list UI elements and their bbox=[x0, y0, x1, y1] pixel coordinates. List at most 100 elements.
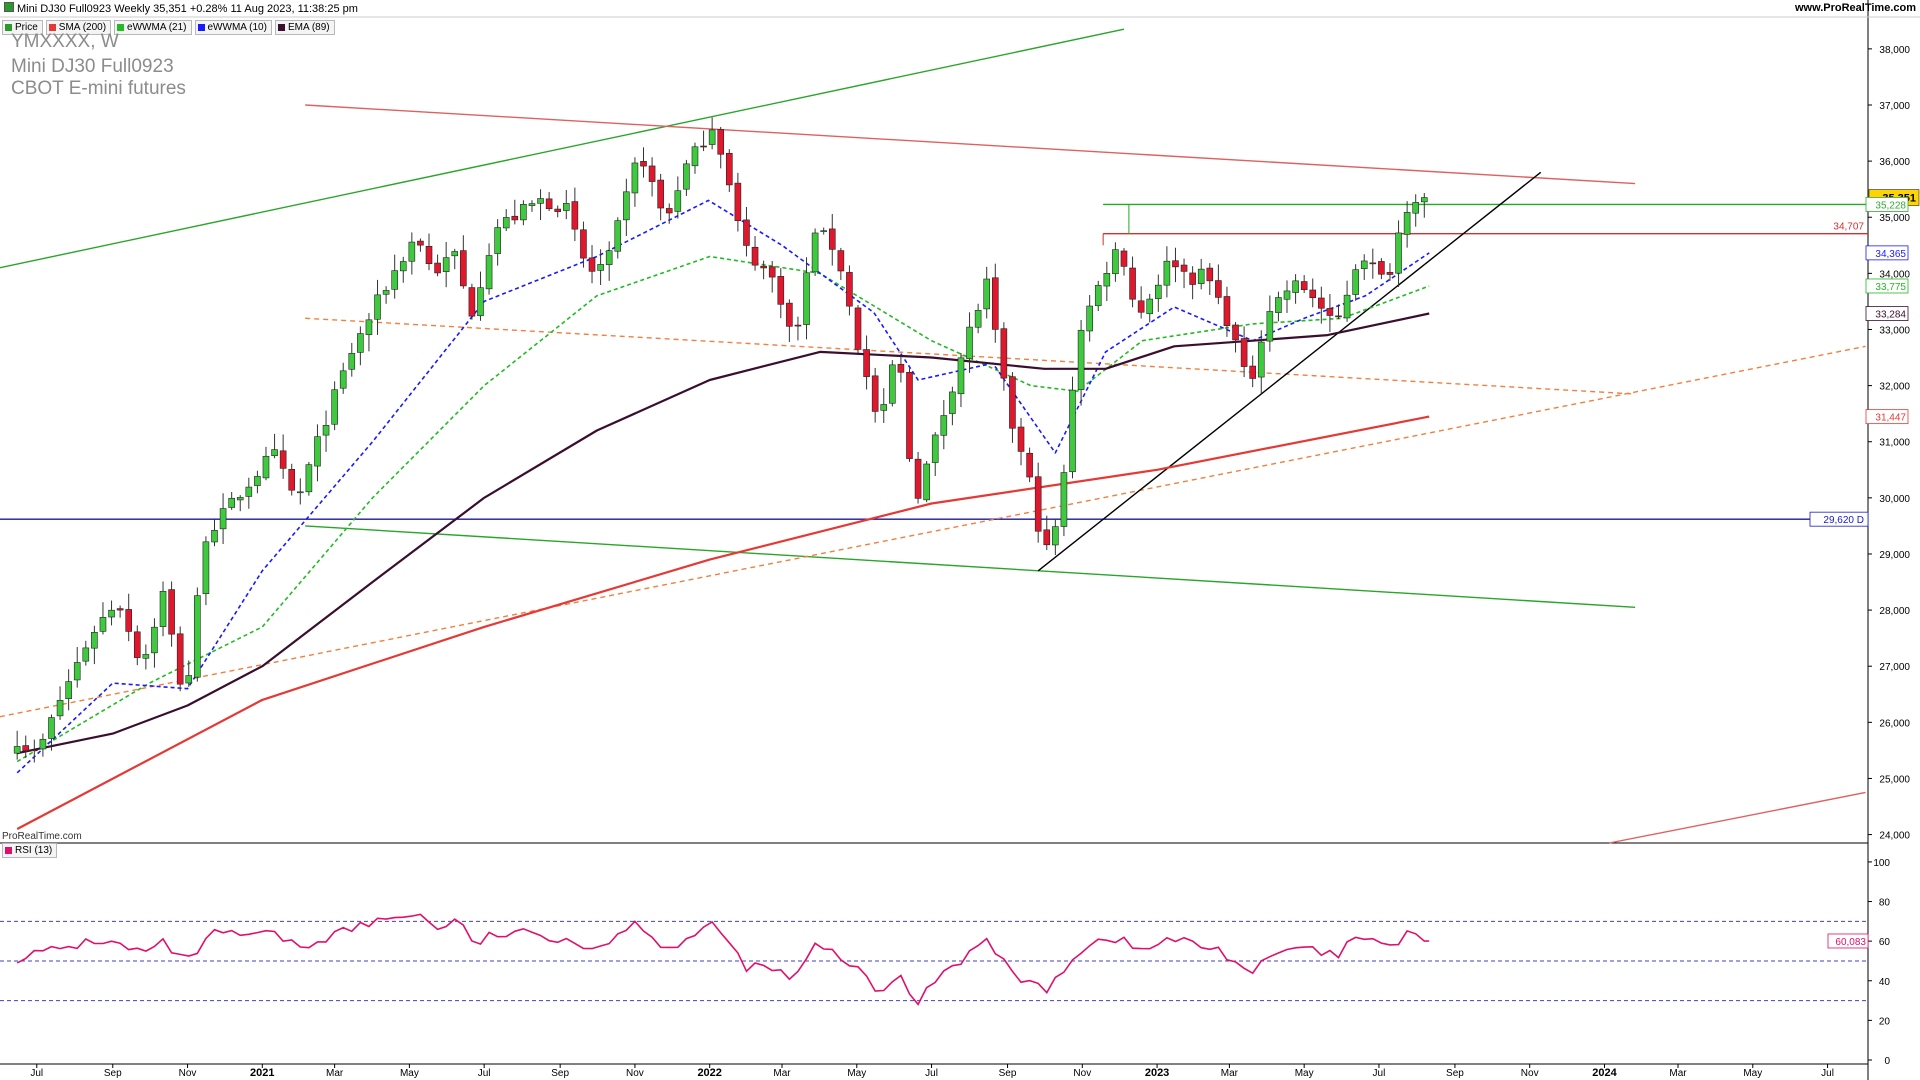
candle-body bbox=[897, 363, 905, 373]
candle-body bbox=[82, 647, 90, 662]
candle-body bbox=[1266, 311, 1274, 342]
candle-body bbox=[1103, 273, 1111, 287]
candle-body bbox=[159, 590, 167, 627]
candle-body bbox=[605, 250, 613, 265]
candle-body bbox=[271, 449, 278, 457]
x-tick-label: Mar bbox=[1669, 1068, 1687, 1079]
candle-body bbox=[828, 228, 836, 250]
candle-body bbox=[48, 717, 55, 739]
x-tick-label: Jul bbox=[1821, 1068, 1834, 1079]
candle-body bbox=[1257, 341, 1265, 378]
upper-green-channel bbox=[0, 28, 1125, 269]
red-lower-rising bbox=[1609, 791, 1866, 844]
ma-ewwma-21- bbox=[16, 255, 1430, 763]
x-tick-label: Nov bbox=[1073, 1068, 1091, 1079]
candle-body bbox=[786, 302, 793, 327]
candle-body bbox=[1352, 269, 1359, 295]
candle-body bbox=[777, 276, 785, 305]
candle-body bbox=[460, 250, 467, 287]
candle-body bbox=[202, 541, 210, 594]
rsi-legend-item[interactable]: RSI (13) bbox=[2, 843, 58, 858]
red-resistance bbox=[305, 104, 1636, 185]
candle-body bbox=[442, 257, 450, 272]
candle-body bbox=[562, 203, 570, 211]
candle-body bbox=[931, 434, 939, 463]
candle-body bbox=[648, 165, 656, 182]
candle-body bbox=[991, 277, 999, 330]
legend-item-price[interactable]: Price bbox=[2, 20, 43, 35]
candle-body bbox=[674, 190, 682, 212]
rsi-tick-label: 40 bbox=[1879, 977, 1891, 988]
candle-body bbox=[588, 257, 596, 272]
x-tick-label: 2022 bbox=[697, 1067, 721, 1079]
x-tick-label: Sep bbox=[551, 1068, 569, 1079]
candle-body bbox=[871, 375, 879, 412]
candle-body bbox=[949, 391, 956, 414]
y-axis-ticks: 24,000 25,000 26,000 27,000 28,000 29,000 30,0… bbox=[1868, 45, 1910, 842]
rsi-tick-label: 20 bbox=[1879, 1016, 1891, 1027]
candle-body bbox=[176, 633, 184, 685]
candle-body bbox=[1017, 426, 1025, 452]
price-tag-box bbox=[1865, 278, 1909, 294]
rsi-swatch-icon bbox=[5, 847, 12, 854]
candle-body bbox=[451, 251, 459, 257]
candle-body bbox=[133, 631, 141, 658]
candle-body bbox=[863, 349, 870, 377]
candle-body bbox=[91, 631, 98, 649]
y-tick-label: 38,000 bbox=[1879, 45, 1910, 56]
x-tick-label: May bbox=[847, 1068, 866, 1079]
candle-body bbox=[906, 371, 913, 459]
candle-body bbox=[1112, 249, 1119, 275]
ewwma10-swatch-icon bbox=[197, 24, 205, 31]
candle-body bbox=[1232, 324, 1239, 341]
candle-body bbox=[657, 179, 664, 209]
rsi-line bbox=[16, 913, 1430, 1006]
candle-body bbox=[348, 353, 356, 370]
x-tick-label: Mar bbox=[326, 1068, 344, 1079]
price-tag-box bbox=[1865, 306, 1909, 321]
candle-body bbox=[1163, 260, 1171, 286]
y-tick-label: 34,000 bbox=[1879, 269, 1910, 280]
candle-body bbox=[1309, 289, 1317, 299]
candle-body bbox=[31, 749, 38, 752]
candle-body bbox=[297, 491, 304, 494]
candle-body bbox=[477, 287, 484, 317]
candle-body bbox=[99, 616, 107, 632]
candle-body bbox=[1077, 329, 1085, 390]
candle-body bbox=[357, 333, 364, 353]
candle-body bbox=[966, 326, 973, 360]
price-tag-box bbox=[1865, 409, 1909, 425]
y-tick-label: 30,000 bbox=[1879, 494, 1910, 505]
candle-body bbox=[219, 508, 227, 530]
candle-body bbox=[554, 208, 562, 212]
candle-body bbox=[820, 230, 827, 232]
legend-item-ewwma10[interactable]: eWWMA (10) bbox=[194, 20, 272, 35]
candle-body bbox=[185, 675, 193, 684]
chart-title: Mini DJ30 Full0923 Weekly 35,351 +0.28% … bbox=[17, 3, 358, 15]
candle-body bbox=[408, 241, 416, 262]
candle-body bbox=[1412, 202, 1420, 214]
legend-item-ema89[interactable]: EMA (89) bbox=[274, 20, 335, 35]
candle-body bbox=[236, 497, 244, 501]
candle-body bbox=[194, 595, 201, 678]
candle-body bbox=[571, 201, 579, 230]
candle-body bbox=[399, 261, 407, 272]
candle-body bbox=[520, 204, 527, 221]
candle-body bbox=[1086, 305, 1093, 332]
candle-body bbox=[983, 278, 991, 310]
candle-body bbox=[22, 745, 30, 752]
x-tick-label: Mar bbox=[773, 1068, 791, 1079]
legend-item-ewwma21[interactable]: eWWMA (21) bbox=[114, 20, 192, 35]
x-tick-label: Nov bbox=[626, 1068, 644, 1079]
candle-body bbox=[803, 272, 810, 325]
candle-body bbox=[142, 654, 150, 659]
candle-body bbox=[1026, 452, 1033, 478]
candle-body bbox=[691, 146, 699, 167]
candle-body bbox=[1043, 529, 1051, 546]
candle-body bbox=[116, 608, 124, 611]
candle-body bbox=[537, 198, 544, 204]
legend-item-sma200[interactable]: SMA (200) bbox=[45, 20, 112, 35]
candle-body bbox=[365, 319, 373, 336]
price-tag-label: 34,365 bbox=[1875, 249, 1906, 260]
candle-body bbox=[322, 424, 330, 436]
